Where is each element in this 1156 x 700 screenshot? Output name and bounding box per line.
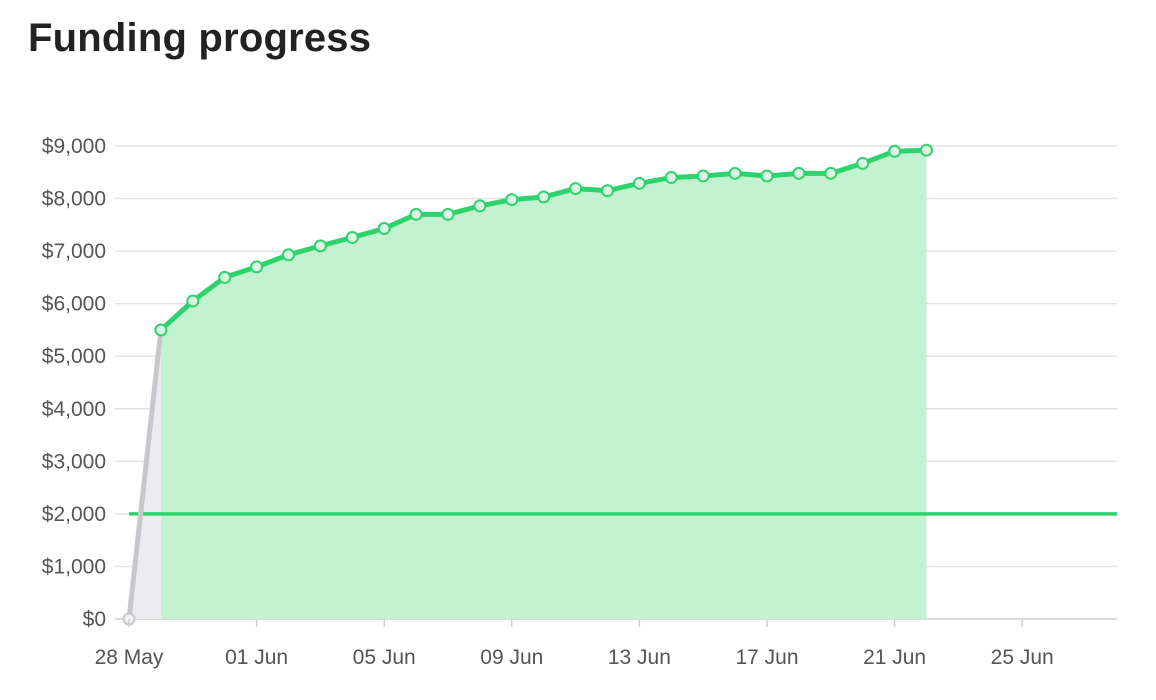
funding-point[interactable] bbox=[760, 169, 774, 183]
funding-point[interactable] bbox=[632, 176, 646, 190]
funding-point[interactable] bbox=[473, 199, 487, 213]
x-tick-label: 17 Jun bbox=[735, 646, 798, 669]
funding-point[interactable] bbox=[601, 184, 614, 198]
y-tick-label: $8,000 bbox=[42, 188, 106, 211]
y-tick-label: $0 bbox=[83, 608, 106, 631]
y-tick-label: $4,000 bbox=[42, 398, 106, 421]
funding-point[interactable] bbox=[409, 207, 423, 221]
y-axis-ticks: $0 $1,000 $2,000 $3,000 $4,000 $5,000 $6,000 $7… bbox=[42, 135, 106, 631]
x-tick-label: 09 Jun bbox=[480, 646, 543, 669]
y-tick-label: $1,000 bbox=[42, 555, 106, 578]
area-fills bbox=[129, 150, 927, 619]
funding-point[interactable] bbox=[728, 166, 742, 180]
funding-area bbox=[160, 150, 927, 619]
x-tick-label: 21 Jun bbox=[863, 646, 926, 669]
funding-point[interactable] bbox=[664, 171, 678, 185]
y-tick-label: $6,000 bbox=[42, 293, 106, 316]
x-tick-label: 13 Jun bbox=[608, 646, 671, 669]
funding-point[interactable] bbox=[792, 166, 806, 180]
funding-point[interactable] bbox=[218, 270, 232, 284]
funding-point[interactable] bbox=[696, 169, 710, 183]
y-tick-label: $5,000 bbox=[42, 345, 106, 368]
x-tick-label: 01 Jun bbox=[225, 646, 288, 669]
x-axis-ticks: 28 May 01 Jun 05 Jun 09 Jun 13 Jun 17 Jun 21 J… bbox=[95, 619, 1054, 669]
funding-point[interactable] bbox=[313, 239, 327, 253]
x-tick-label: 25 Jun bbox=[991, 646, 1054, 669]
funding-point[interactable] bbox=[888, 144, 902, 158]
funding-point[interactable] bbox=[569, 182, 583, 196]
y-tick-label: $9,000 bbox=[42, 135, 106, 158]
pre-launch-line bbox=[126, 327, 164, 622]
funding-point[interactable] bbox=[920, 143, 933, 157]
y-tick-label: $7,000 bbox=[42, 240, 106, 263]
funding-point[interactable] bbox=[250, 260, 264, 274]
funding-point[interactable] bbox=[154, 323, 168, 337]
x-tick-label: 28 May bbox=[95, 646, 164, 669]
y-tick-label: $3,000 bbox=[42, 450, 106, 473]
funding-point[interactable] bbox=[441, 207, 455, 221]
funding-point[interactable] bbox=[186, 294, 200, 308]
x-tick-label: 05 Jun bbox=[353, 646, 416, 669]
page-title: Funding progress bbox=[28, 16, 372, 60]
funding-point[interactable] bbox=[282, 248, 295, 262]
funding-point[interactable] bbox=[537, 190, 551, 204]
funding-point[interactable] bbox=[345, 230, 359, 244]
funding-point[interactable] bbox=[824, 166, 838, 180]
funding-point[interactable] bbox=[505, 193, 519, 207]
funding-point[interactable] bbox=[856, 156, 870, 170]
funding-point[interactable] bbox=[377, 222, 391, 236]
data-points bbox=[122, 143, 933, 626]
y-tick-label: $2,000 bbox=[42, 503, 106, 526]
